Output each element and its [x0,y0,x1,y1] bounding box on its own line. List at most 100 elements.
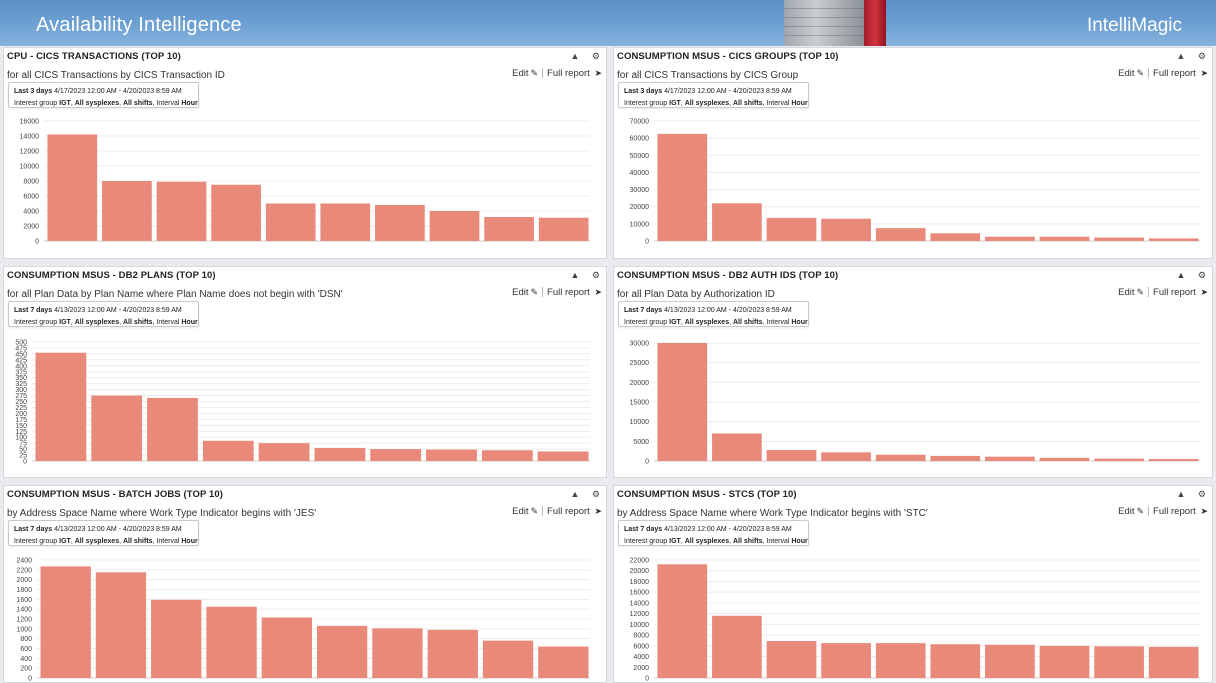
bar[interactable] [265,203,316,242]
bar[interactable] [875,643,926,678]
bar[interactable] [1094,237,1144,241]
y-tick-label: 1400 [16,607,32,614]
bar[interactable] [211,184,261,241]
y-tick-label: 325 [15,381,27,388]
bar[interactable] [538,217,589,241]
bar[interactable] [712,615,762,678]
bar[interactable] [930,455,981,461]
bar[interactable] [985,456,1035,461]
bar[interactable] [426,449,477,461]
bar[interactable] [537,451,589,461]
full-report-link[interactable]: Full report ➤ [1153,68,1208,79]
bar[interactable] [370,449,422,461]
bar[interactable] [1148,646,1199,678]
edit-link[interactable]: Edit ✎ [1118,68,1145,79]
bar[interactable] [657,564,708,678]
y-tick-label: 2200 [16,567,32,574]
y-tick-label: 4000 [633,654,649,661]
bar[interactable] [102,181,152,241]
gear-icon[interactable]: ⚙ [591,51,600,61]
bar[interactable] [766,640,817,678]
bar[interactable] [484,217,534,241]
gear-icon[interactable]: ⚙ [591,489,600,499]
bar[interactable] [985,236,1035,241]
collapse-icon[interactable]: ▲ [1176,270,1186,280]
y-tick-label: 50000 [630,153,650,160]
collapse-icon[interactable]: ▲ [1176,51,1186,61]
bar[interactable] [429,211,480,241]
bar[interactable] [712,203,762,241]
bar[interactable] [766,449,817,461]
full-report-link[interactable]: Full report ➤ [1153,506,1208,517]
bar[interactable] [91,395,143,461]
y-tick-label: 2000 [633,665,649,672]
bar[interactable] [375,205,425,241]
bar[interactable] [657,343,708,461]
collapse-icon[interactable]: ▲ [570,270,580,280]
bar[interactable] [821,643,871,678]
edit-link[interactable]: Edit ✎ [512,506,539,517]
bar[interactable] [481,450,533,461]
edit-link[interactable]: Edit ✎ [1118,506,1145,517]
gear-icon[interactable]: ⚙ [591,270,600,280]
y-tick-label: 6000 [23,194,39,201]
bar[interactable] [40,566,91,678]
gear-icon[interactable]: ⚙ [1197,489,1206,499]
full-report-link[interactable]: Full report ➤ [547,506,602,517]
bar[interactable] [316,625,368,678]
bar[interactable] [202,440,254,461]
arrow-circle-icon: ➤ [1200,506,1208,516]
bar[interactable] [1148,238,1199,241]
bar-chart: 0255075100125150175200225250275300325350… [15,340,590,466]
bar[interactable] [427,629,478,678]
bar[interactable] [1039,236,1090,241]
bar[interactable] [1148,459,1199,461]
bar[interactable] [1094,458,1144,461]
bar[interactable] [147,397,198,461]
full-report-link[interactable]: Full report ➤ [1153,287,1208,298]
collapse-icon[interactable]: ▲ [1176,489,1186,499]
bar[interactable] [95,572,147,678]
bar[interactable] [258,443,310,461]
bar[interactable] [657,133,708,241]
bar[interactable] [766,217,817,241]
full-report-link[interactable]: Full report ➤ [547,287,602,298]
panel-links: Edit ✎ Full report ➤ [1118,506,1208,517]
collapse-icon[interactable]: ▲ [570,489,580,499]
bar[interactable] [1094,646,1144,678]
edit-link[interactable]: Edit ✎ [512,68,539,79]
arrow-circle-icon: ➤ [1200,287,1208,297]
bar[interactable] [985,644,1035,678]
bar[interactable] [538,646,589,678]
bar[interactable] [314,447,366,461]
bar[interactable] [1039,457,1090,461]
divider [1148,506,1150,517]
bar[interactable] [482,640,534,678]
full-report-link[interactable]: Full report ➤ [547,68,602,79]
bar[interactable] [320,203,371,242]
bar[interactable] [930,644,981,678]
bar[interactable] [875,228,926,241]
range-dates: 4/17/2023 12:00 AM - 4/20/2023 8:59 AM [664,88,792,95]
app-header: Availability Intelligence IntelliMagic [0,0,1216,46]
gear-icon[interactable]: ⚙ [1197,51,1206,61]
dashboard-panel-4: CONSUMPTION MSUS - DB2 AUTH IDS (TOP 10)… [613,266,1213,478]
collapse-icon[interactable]: ▲ [570,51,580,61]
bar[interactable] [712,433,762,461]
bar[interactable] [875,454,926,461]
bar[interactable] [821,452,871,461]
bar[interactable] [261,617,313,678]
bar[interactable] [930,233,981,241]
bar[interactable] [1039,645,1090,678]
bar[interactable] [206,606,257,678]
bar[interactable] [372,628,423,678]
bar[interactable] [151,599,202,678]
edit-link[interactable]: Edit ✎ [1118,287,1145,298]
gear-icon[interactable]: ⚙ [1197,270,1206,280]
bar[interactable] [47,134,98,242]
bar[interactable] [35,352,87,461]
bar[interactable] [821,218,871,241]
edit-icon: ✎ [1136,68,1145,78]
edit-link[interactable]: Edit ✎ [512,287,539,298]
bar[interactable] [156,181,207,241]
